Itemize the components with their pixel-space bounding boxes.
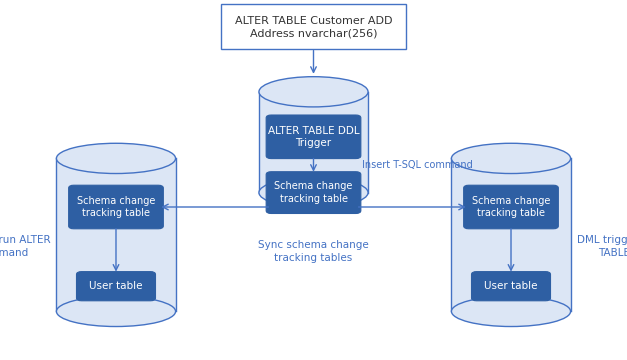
- Ellipse shape: [259, 177, 368, 208]
- Ellipse shape: [56, 143, 176, 174]
- FancyBboxPatch shape: [76, 271, 155, 301]
- Ellipse shape: [259, 77, 368, 107]
- Text: Schema change
tracking table: Schema change tracking table: [472, 196, 550, 218]
- Text: Schema change
tracking table: Schema change tracking table: [77, 196, 155, 218]
- Text: ALTER TABLE DDL
Trigger: ALTER TABLE DDL Trigger: [268, 126, 359, 148]
- FancyBboxPatch shape: [472, 271, 551, 301]
- FancyBboxPatch shape: [463, 185, 558, 229]
- Polygon shape: [451, 158, 571, 311]
- Text: ALTER TABLE Customer ADD
Address nvarchar(256): ALTER TABLE Customer ADD Address nvarcha…: [234, 16, 393, 38]
- Text: Sync schema change
tracking tables: Sync schema change tracking tables: [258, 240, 369, 263]
- Text: User table: User table: [89, 281, 143, 291]
- Ellipse shape: [451, 143, 571, 174]
- Text: DML trigger to run ALTER
TABLE command: DML trigger to run ALTER TABLE command: [577, 235, 627, 258]
- Polygon shape: [56, 158, 176, 311]
- FancyBboxPatch shape: [266, 172, 361, 213]
- FancyBboxPatch shape: [266, 115, 361, 158]
- Polygon shape: [259, 92, 368, 193]
- Ellipse shape: [56, 296, 176, 327]
- Text: User table: User table: [484, 281, 538, 291]
- Text: Schema change
tracking table: Schema change tracking table: [275, 181, 352, 204]
- FancyBboxPatch shape: [221, 4, 406, 49]
- Ellipse shape: [451, 296, 571, 327]
- Text: DML trigger to run ALTER
TABLE command: DML trigger to run ALTER TABLE command: [0, 235, 50, 258]
- FancyBboxPatch shape: [68, 185, 163, 229]
- Text: Insert T-SQL command: Insert T-SQL command: [362, 160, 473, 170]
